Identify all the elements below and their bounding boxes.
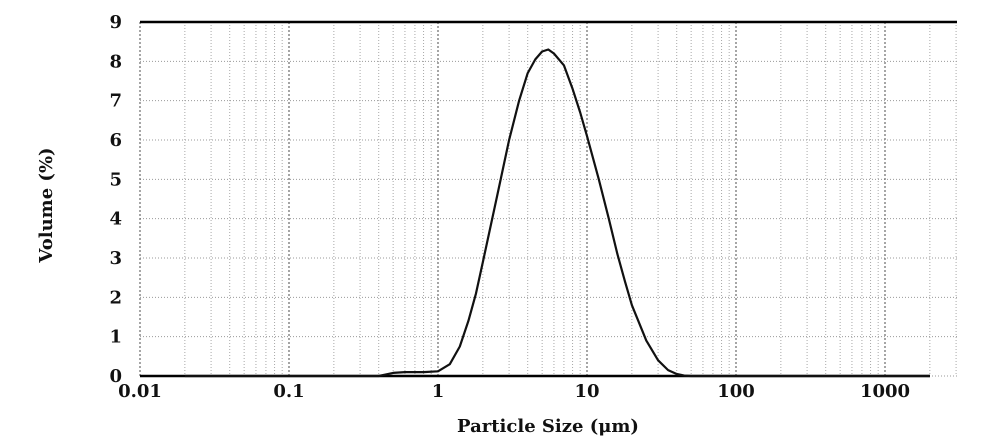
y-tick-label: 2 [109,287,122,308]
x-axis-title: Particle Size (μm) [457,416,639,437]
y-tick-label: 4 [109,209,122,230]
y-tick-label: 3 [109,248,122,269]
x-tick-label: 0.01 [118,381,162,402]
series-line [184,48,930,378]
y-tick-labels: 0 1 2 3 4 5 6 7 8 9 [109,12,122,387]
x-tick-label: 100 [717,381,755,402]
y-tick-label: 8 [109,51,122,72]
y-tick-label: 0 [109,366,122,387]
x-tick-label: 0.1 [273,381,304,402]
plot-frame [140,20,957,378]
x-tick-label: 10 [574,381,599,402]
y-tick-label: 1 [109,327,122,348]
y-tick-label: 9 [109,12,122,33]
y-tick-label: 6 [109,130,122,151]
y-tick-label: 5 [109,169,122,190]
series-layer [184,48,930,378]
x-tick-label: 1000 [860,381,910,402]
x-tick-labels: 0.01 0.1 1 10 100 1000 [118,381,910,402]
y-axis-title: Volume (%) [36,147,57,263]
grid [139,21,957,377]
x-tick-label: 1 [432,381,445,402]
y-tick-label: 7 [109,91,122,112]
